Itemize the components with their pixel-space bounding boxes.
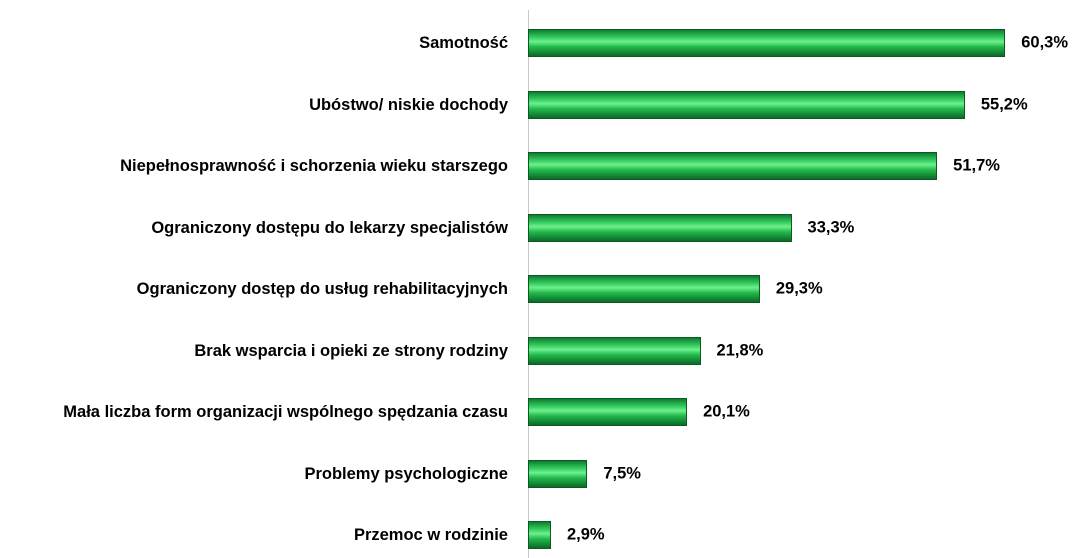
bar: [528, 459, 588, 488]
category-label: Samotność: [419, 34, 508, 52]
category-label: Ograniczony dostępu do lekarzy specjalis…: [151, 218, 508, 237]
value-label: 29,3%: [775, 279, 823, 298]
value-label: 60,3%: [1021, 33, 1069, 52]
value-label: 7,5%: [603, 464, 641, 482]
category-label: Ograniczony dostęp do usług rehabilitacy…: [136, 280, 508, 298]
value-label: 51,7%: [953, 156, 1000, 175]
category-label: Problemy psychologiczne: [304, 464, 508, 483]
category-label: Przemoc w rodzinie: [353, 526, 508, 544]
bar: [528, 213, 792, 242]
bar: [528, 336, 701, 365]
category-label: Mała liczba form organizacji wspólnego s…: [63, 403, 508, 421]
bar: [528, 398, 688, 426]
bar: [528, 275, 760, 303]
value-label: 55,2%: [980, 95, 1028, 113]
bar: [528, 521, 551, 549]
bar: [528, 90, 965, 119]
bar: [528, 29, 1006, 57]
category-label: Niepełnosprawność i schorzenia wieku sta…: [120, 157, 508, 175]
category-label: Brak wsparcia i opieki ze strony rodziny: [194, 341, 508, 360]
value-label: 33,3%: [807, 218, 855, 236]
value-label: 21,8%: [716, 341, 764, 359]
value-label: 2,9%: [566, 525, 605, 544]
bar: [528, 152, 938, 180]
category-label: Ubóstwo/ niskie dochody: [309, 95, 508, 114]
value-label: 20,1%: [703, 402, 750, 421]
